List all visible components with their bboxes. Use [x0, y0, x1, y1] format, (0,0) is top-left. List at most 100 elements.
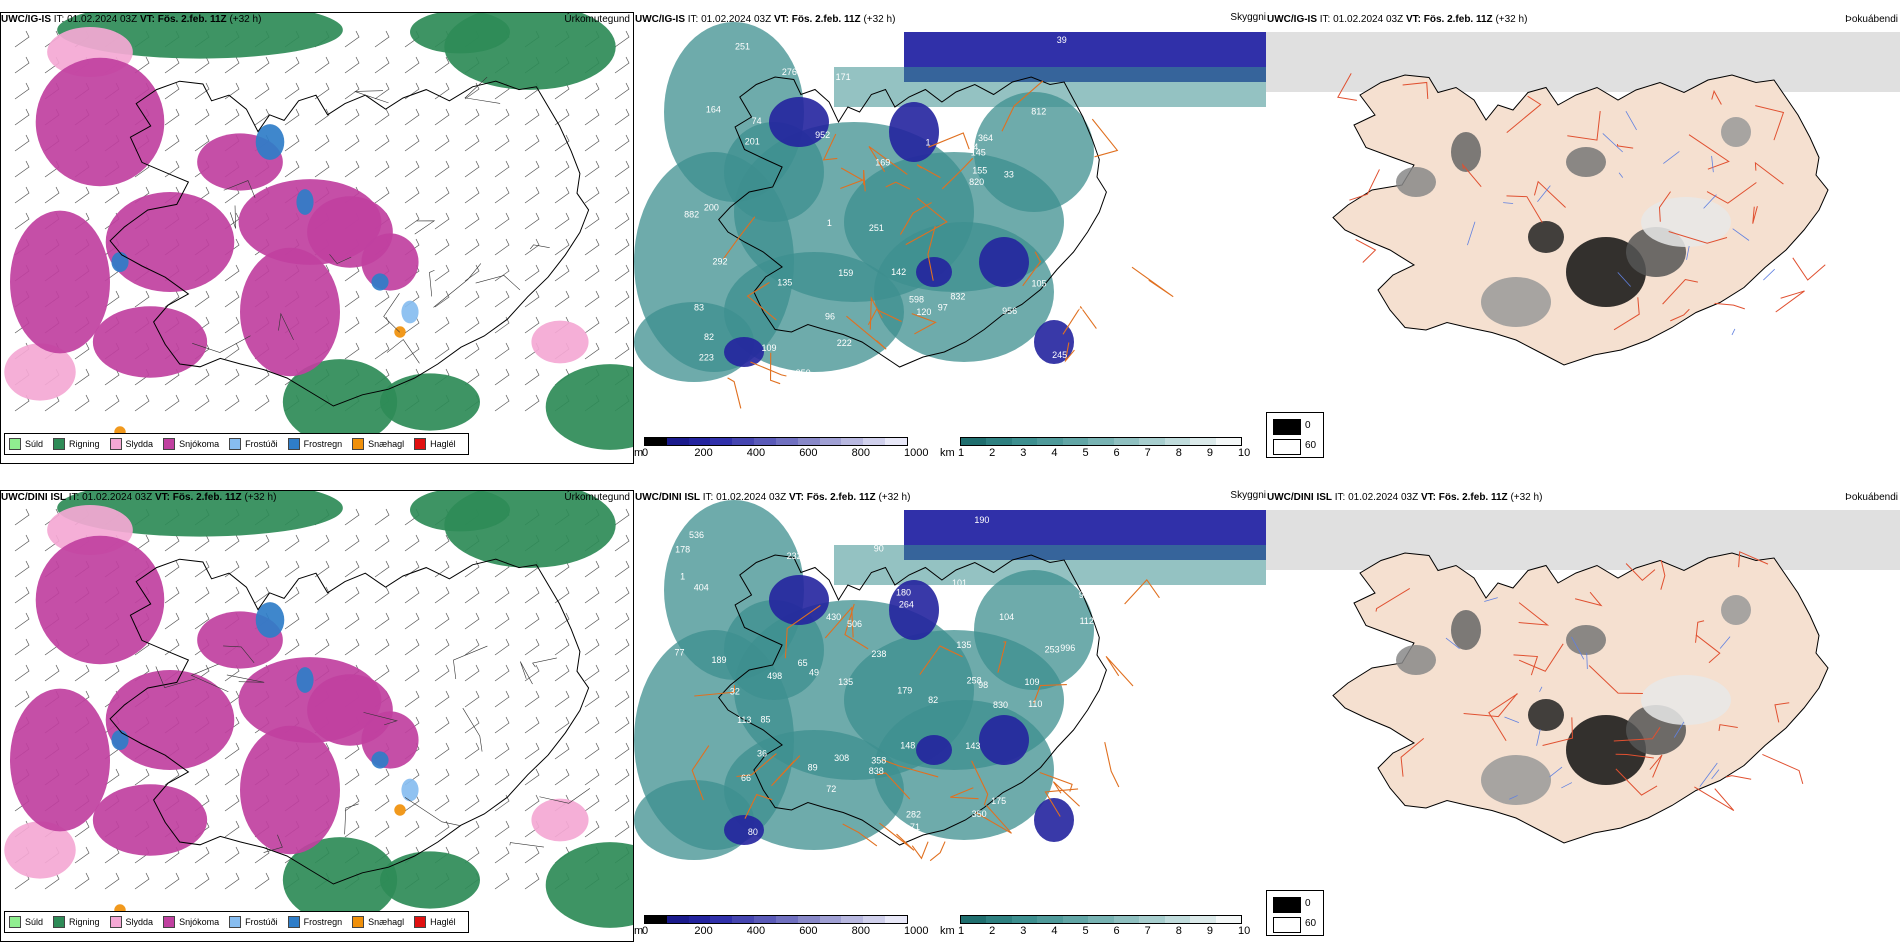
- colorbar-cell: [1011, 438, 1038, 445]
- panel-name: Þokuábendi: [1845, 14, 1898, 25]
- road-line: [869, 296, 883, 330]
- cloud-base-label: 292: [712, 257, 727, 267]
- wind-barb: [524, 186, 540, 204]
- wind-barb: [284, 160, 300, 178]
- cloud-base-label: 258: [967, 675, 982, 685]
- cloud-base-label: 98: [978, 680, 988, 690]
- wind-barb: [494, 368, 510, 386]
- legend-swatch: [287, 438, 300, 450]
- it-value: 01.02.2024 03Z: [1333, 14, 1404, 25]
- cloud-base-label: 74: [891, 519, 901, 529]
- panel-name: Skyggni: [1230, 12, 1266, 23]
- road-line: [1616, 144, 1634, 149]
- colorbar-cell: [645, 438, 667, 445]
- wind-barb: [494, 742, 510, 760]
- wind-barb: [104, 394, 120, 412]
- road-line: [1402, 81, 1429, 99]
- wind-barb: [164, 638, 180, 656]
- wind-barb: [524, 768, 540, 786]
- ceiling-visibility-panel-row1[interactable]: 102 74 96 292 364 272 276 200 201 213 164 223 598 82 1…: [634, 12, 1266, 464]
- road-line: [899, 202, 932, 235]
- cloud-base-label: 36: [757, 749, 767, 759]
- wind-barb: [104, 846, 120, 864]
- wind-barb: [434, 794, 450, 812]
- colorbar-cell: [1190, 438, 1216, 445]
- wind-barb: [224, 394, 240, 412]
- wind-barb: [614, 30, 630, 48]
- wind-barb: [614, 82, 630, 100]
- precip-area: [111, 252, 129, 272]
- fog-index-panel-row2[interactable]: UWC/DINI ISL IT: 01.02.2024 03Z VT: Fös.…: [1266, 490, 1900, 942]
- cloud-base-label: 120: [916, 307, 931, 317]
- wind-barb: [614, 586, 630, 604]
- road-line: [1695, 620, 1705, 643]
- colorbar-tick: 800: [851, 447, 870, 459]
- wind-barb: [134, 872, 150, 890]
- wind-barb: [584, 186, 600, 204]
- road-line: [1506, 95, 1542, 134]
- panel-name: Þokuábendi: [1845, 492, 1898, 503]
- river-line: [1504, 716, 1520, 724]
- wind-barb: [434, 108, 450, 126]
- precip-type-panel-row1[interactable]: UWC/IG-IS IT: 01.02.2024 03Z VT: Fös. 2.…: [0, 12, 634, 464]
- road-line: [433, 263, 482, 308]
- colorbar-tick: 2: [989, 925, 996, 937]
- wind-barb: [14, 56, 30, 74]
- precip-legend: Súld Rigning Slydda Snjókoma Frostúði Frostre…: [4, 433, 469, 455]
- precip-area: [380, 373, 480, 431]
- wind-barb: [494, 394, 510, 412]
- wind-barb: [374, 534, 390, 552]
- road-line: [911, 313, 937, 335]
- legend-item: Haglél: [414, 438, 456, 450]
- wind-barb: [404, 638, 420, 656]
- colorbar-strip: [960, 437, 1242, 446]
- panel-title: UWC/IG-IS IT: 01.02.2024 03Z VT: Fös. 2.…: [1267, 14, 1527, 25]
- wind-barb: [104, 664, 120, 682]
- road-line: [1649, 754, 1663, 778]
- wind-barb: [344, 794, 360, 812]
- wind-barb: [14, 134, 30, 152]
- precip-type-panel-row2[interactable]: UWC/DINI ISL IT: 01.02.2024 03Z VT: Fös.…: [0, 490, 634, 942]
- colorbar-cell: [775, 438, 798, 445]
- wind-barb: [194, 368, 210, 386]
- wind-barb: [434, 56, 450, 74]
- wind-barb: [344, 586, 360, 604]
- wind-barb: [224, 82, 240, 100]
- road-line: [383, 293, 400, 333]
- road-line: [1792, 257, 1826, 281]
- wind-barb: [614, 534, 630, 552]
- wind-barb: [224, 264, 240, 282]
- wind-barb: [164, 56, 180, 74]
- wind-barb: [524, 716, 540, 734]
- wind-barb: [584, 108, 600, 126]
- wind-barb: [464, 690, 480, 708]
- cloud-base-label: 175: [991, 796, 1006, 806]
- precip-area: [4, 343, 76, 401]
- road-line: [539, 788, 591, 804]
- river-line: [1536, 729, 1541, 746]
- wind-barb: [554, 638, 570, 656]
- wind-barb: [434, 742, 450, 760]
- wind-barb: [344, 134, 360, 152]
- precip-area: [255, 602, 285, 638]
- road-line: [509, 842, 544, 848]
- fog-index-panel-row1[interactable]: UWC/IG-IS IT: 01.02.2024 03Z VT: Fös. 2.…: [1266, 12, 1900, 464]
- road-line: [1762, 753, 1804, 784]
- ceiling-visibility-panel-row2[interactable]: 71 85 348 89 104 96 110 498 838 358 253 180 179 189 16…: [634, 490, 1266, 942]
- wind-barb: [614, 612, 630, 630]
- wind-barb: [614, 316, 630, 334]
- road-line: [464, 76, 501, 104]
- wind-barb: [584, 794, 600, 812]
- colorbar-tick: 6: [1113, 447, 1120, 459]
- it-value: 01.02.2024 03Z: [82, 492, 153, 503]
- wind-barb: [584, 690, 600, 708]
- wind-barb: [464, 768, 480, 786]
- wind-barb: [14, 186, 30, 204]
- cloud-base-label: 33: [1004, 170, 1014, 180]
- wind-barb: [374, 612, 390, 630]
- ceiling-visibility-map-row2: 7185348891049611049883835825318017918916…: [634, 500, 1266, 876]
- colorbar-cell: [1164, 438, 1191, 445]
- colorbar-cell: [1139, 916, 1165, 923]
- colorbar-tick: 6: [1113, 925, 1120, 937]
- vt-value: Fös. 2.feb. 11Z: [1423, 14, 1493, 25]
